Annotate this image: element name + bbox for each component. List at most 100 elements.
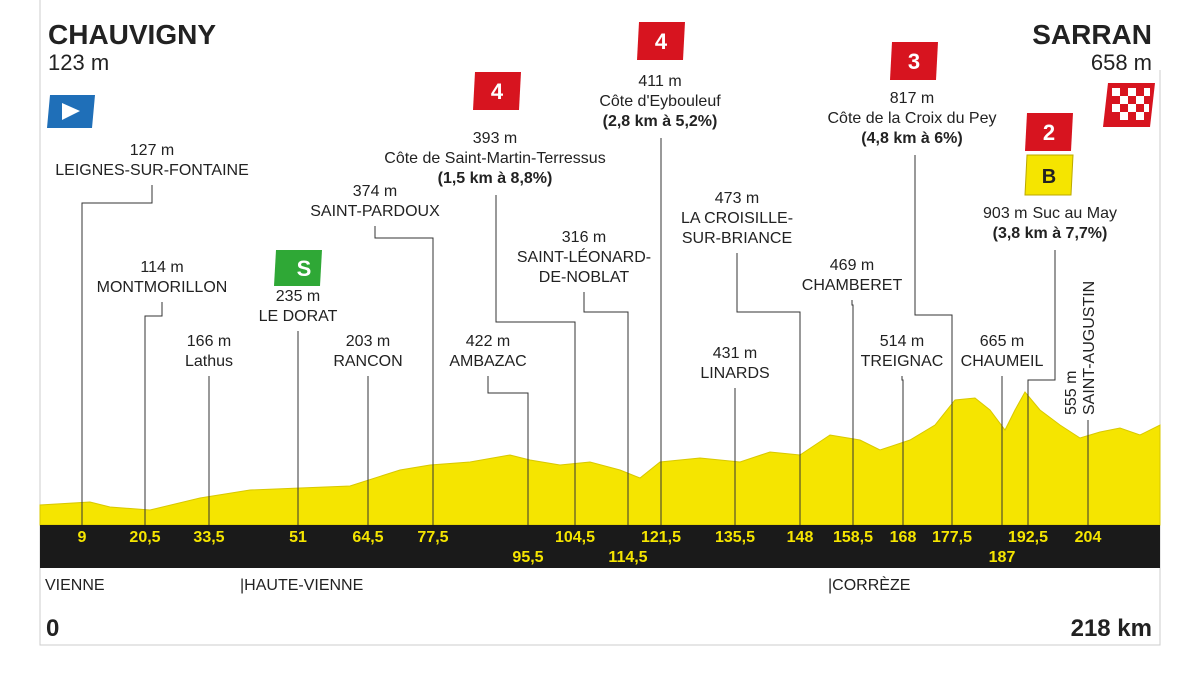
climb-category: 2 bbox=[1043, 120, 1055, 145]
waypoint-altitude: 473 m bbox=[715, 190, 759, 207]
waypoint-name: SAINT-PARDOUX bbox=[310, 203, 440, 220]
leader-line bbox=[901, 376, 904, 525]
region-label: VIENNE bbox=[45, 577, 105, 594]
waypoint-altitude: 166 m bbox=[187, 333, 231, 350]
finish-name: SARRAN bbox=[1032, 19, 1152, 50]
waypoint-altitude: 374 m bbox=[353, 183, 397, 200]
climb-name: Côte de Saint-Martin-Terressus bbox=[384, 150, 605, 167]
km-label: 192,5 bbox=[1008, 529, 1048, 546]
start-icon bbox=[47, 95, 95, 128]
waypoint-altitude: 817 m bbox=[890, 90, 934, 107]
waypoint-altitude: 393 m bbox=[473, 130, 517, 147]
waypoint-altitude: 665 m bbox=[980, 333, 1024, 350]
waypoint-name: LINARDS bbox=[700, 365, 769, 382]
waypoint-name: MONTMORILLON bbox=[97, 279, 228, 296]
region-label: |HAUTE-VIENNE bbox=[240, 577, 363, 594]
region-label: |CORRÈZE bbox=[828, 575, 910, 594]
leader-line bbox=[736, 253, 801, 525]
elevation-profile bbox=[39, 391, 1161, 526]
leader-line bbox=[495, 195, 576, 525]
waypoint-name: DE-NOBLAT bbox=[539, 269, 630, 286]
km-label: 95,5 bbox=[512, 549, 543, 566]
km-label: 114,5 bbox=[608, 549, 647, 566]
climb-icon bbox=[637, 22, 685, 60]
climb-detail: (2,8 km à 5,2%) bbox=[603, 113, 718, 130]
waypoint-name: CHAMBERET bbox=[802, 277, 903, 294]
climb-detail: (4,8 km à 6%) bbox=[861, 130, 962, 147]
leader-line bbox=[487, 376, 529, 525]
climb-name: Côte de la Croix du Pey bbox=[828, 110, 997, 127]
leader-line bbox=[914, 155, 953, 525]
km-label: 20,5 bbox=[129, 529, 160, 546]
waypoint-altitude: 431 m bbox=[713, 345, 757, 362]
waypoint-altitude: 903 m Suc au May bbox=[983, 205, 1117, 222]
finish-icon bbox=[1103, 83, 1155, 127]
climb-category: 3 bbox=[908, 49, 920, 74]
km-label: 148 bbox=[787, 529, 814, 546]
bonus-icon bbox=[1024, 154, 1074, 196]
climb-icon bbox=[473, 72, 521, 110]
bonus-label: B bbox=[1042, 166, 1056, 188]
waypoint-altitude: 411 m bbox=[638, 73, 681, 90]
km-label: 77,5 bbox=[417, 529, 448, 546]
km-label: 158,5 bbox=[833, 529, 873, 546]
finish-distance: 218 km bbox=[1071, 615, 1152, 642]
leader-line bbox=[374, 226, 434, 525]
waypoint-name: LE DORAT bbox=[259, 308, 338, 325]
km-label: 177,5 bbox=[932, 529, 972, 546]
waypoint-name: Lathus bbox=[185, 353, 233, 370]
start-distance: 0 bbox=[46, 615, 59, 642]
leader-line bbox=[81, 185, 153, 525]
climb-name: Suc au May bbox=[1032, 205, 1116, 222]
km-label: 121,5 bbox=[641, 529, 681, 546]
climb-name: Côte d'Eybouleuf bbox=[599, 93, 721, 110]
sprint-label: S bbox=[297, 256, 312, 281]
waypoint-name: SAINT-LÉONARD- bbox=[517, 247, 651, 266]
waypoint-name: LA CROISILLE- bbox=[681, 210, 793, 227]
leader-line bbox=[851, 300, 854, 525]
km-label: 104,5 bbox=[555, 529, 595, 546]
km-label: 187 bbox=[989, 549, 1016, 566]
climb-detail: (1,5 km à 8,8%) bbox=[438, 170, 553, 187]
climb-category: 4 bbox=[655, 29, 668, 54]
waypoint-name: TREIGNAC bbox=[861, 353, 944, 370]
waypoint-altitude: 203 m bbox=[346, 333, 390, 350]
km-bar bbox=[40, 525, 1160, 568]
altitude: 903 m bbox=[983, 205, 1027, 222]
km-label: 33,5 bbox=[193, 529, 224, 546]
climb-category: 4 bbox=[491, 79, 504, 104]
waypoint-name: LEIGNES-SUR-FONTAINE bbox=[55, 162, 249, 179]
waypoint-altitude: 114 m bbox=[140, 259, 183, 276]
km-label: 135,5 bbox=[715, 529, 755, 546]
km-label: 204 bbox=[1075, 529, 1102, 546]
waypoint-name: SUR-BRIANCE bbox=[682, 230, 792, 247]
km-label: 9 bbox=[78, 529, 87, 546]
climb-detail: (3,8 km à 7,7%) bbox=[993, 225, 1108, 242]
waypoint-name: AMBAZAC bbox=[449, 353, 526, 370]
waypoint-altitude: 469 m bbox=[830, 257, 874, 274]
waypoint-altitude: 514 m bbox=[880, 333, 924, 350]
frame bbox=[39, 0, 1161, 646]
leader-line bbox=[583, 292, 629, 525]
waypoint-altitude: 555 m bbox=[1063, 371, 1080, 415]
waypoint-name: CHAUMEIL bbox=[961, 353, 1044, 370]
leader-line bbox=[1027, 250, 1056, 525]
waypoint-altitude: 127 m bbox=[130, 142, 174, 159]
waypoint-altitude: 316 m bbox=[562, 229, 606, 246]
km-label: 51 bbox=[289, 529, 307, 546]
start-altitude: 123 m bbox=[48, 50, 109, 75]
sprint-icon bbox=[274, 250, 322, 286]
finish-altitude: 658 m bbox=[1091, 50, 1152, 75]
km-label: 64,5 bbox=[352, 529, 383, 546]
km-label: 168 bbox=[890, 529, 917, 546]
waypoint-altitude: 235 m bbox=[276, 288, 320, 305]
waypoint-name: RANCON bbox=[333, 353, 402, 370]
leader-line bbox=[144, 302, 163, 525]
start-name: CHAUVIGNY bbox=[48, 19, 216, 50]
waypoint-altitude: 422 m bbox=[466, 333, 510, 350]
waypoint-name: SAINT-AUGUSTIN bbox=[1081, 281, 1098, 415]
climb-icon bbox=[890, 42, 938, 80]
climb-icon bbox=[1025, 113, 1073, 151]
